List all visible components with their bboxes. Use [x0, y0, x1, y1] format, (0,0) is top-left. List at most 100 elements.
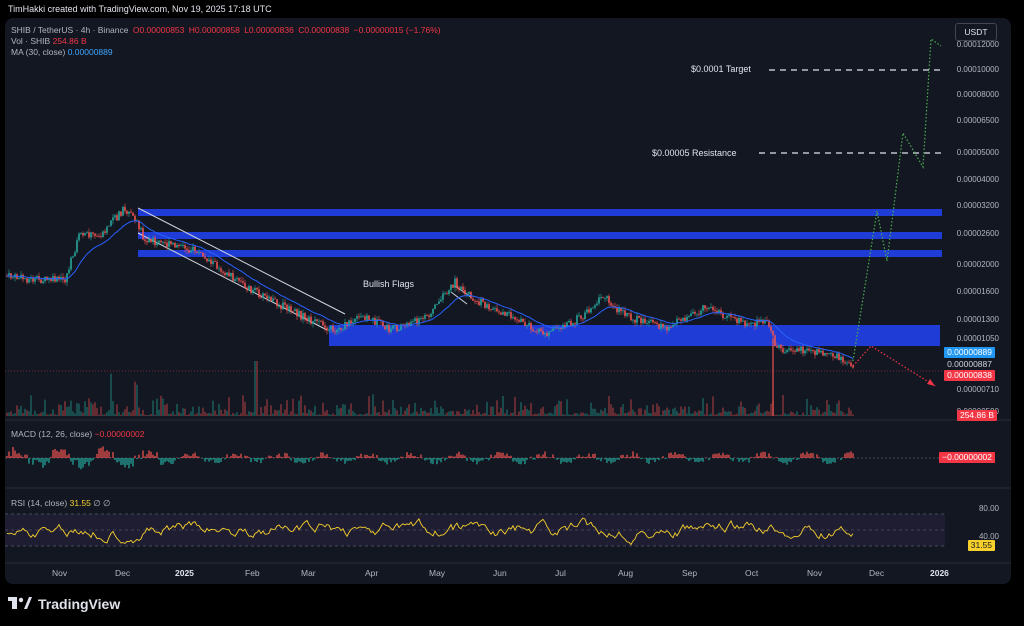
candle-body	[630, 313, 632, 321]
macd-bar	[388, 458, 390, 460]
candle-body	[502, 312, 504, 315]
candle-body	[782, 348, 784, 353]
macd-bar	[298, 458, 300, 462]
candle-body	[278, 305, 280, 307]
volume-bar	[486, 401, 488, 416]
volume-bar	[628, 411, 630, 416]
candle-body	[302, 313, 304, 320]
macd-bar	[398, 458, 400, 459]
candle-body	[734, 317, 736, 319]
candle-body	[812, 350, 814, 351]
macd-bar	[490, 454, 492, 458]
tradingview-footer[interactable]: TradingView	[8, 596, 120, 612]
volume-bar	[590, 402, 592, 416]
macd-bar	[628, 457, 630, 458]
volume-bar	[750, 412, 752, 416]
volume-bar	[654, 412, 656, 416]
volume-bar	[828, 404, 830, 416]
macd-bar	[646, 458, 648, 463]
volume-bar	[826, 399, 828, 416]
volume-label: Vol · SHIB	[11, 36, 51, 46]
volume-bar	[562, 413, 564, 416]
candle-body	[466, 294, 468, 295]
macd-bar	[514, 458, 516, 461]
rsi-value: 31.55	[69, 498, 91, 508]
volume-bar	[130, 412, 132, 416]
price-axis-label: 0.00001600	[956, 287, 999, 296]
candle-body	[640, 317, 642, 324]
volume-bar	[534, 413, 536, 416]
volume-bar	[728, 411, 730, 416]
candle-body	[720, 310, 722, 314]
candle-body	[276, 299, 278, 307]
volume-bar	[378, 412, 380, 416]
candle-body	[354, 318, 356, 323]
macd-bar	[584, 457, 586, 458]
macd-bar	[594, 453, 596, 458]
price-plot[interactable]	[5, 18, 1011, 584]
volume-bar	[444, 414, 446, 416]
ma-value: 0.00000889	[67, 47, 113, 57]
price-axis-label: 0.00010000	[956, 65, 999, 74]
macd-bar	[812, 453, 814, 458]
macd-bar	[118, 458, 120, 462]
rsi-legend[interactable]: RSI (14, close) 31.55 ∅ ∅	[11, 498, 110, 509]
candle-body	[592, 307, 594, 309]
volume-bar	[248, 411, 250, 416]
volume-bar	[636, 414, 638, 416]
volume-bar	[112, 400, 114, 416]
volume-bar	[504, 413, 506, 416]
candle-body	[258, 289, 260, 298]
macd-bar	[788, 458, 790, 462]
macd-bar	[414, 456, 416, 458]
macd-bar	[420, 454, 422, 458]
macd-legend[interactable]: MACD (12, 26, close) −0.00000002	[11, 429, 145, 439]
macd-bar	[742, 458, 744, 462]
candle-body	[542, 330, 544, 335]
macd-bar	[688, 458, 690, 461]
volume-bar	[52, 409, 54, 416]
volume-bar	[262, 413, 264, 416]
volume-bar	[368, 396, 370, 416]
chart-panel[interactable]: SHIB / TetherUS · 4h · Binance O0.000008…	[5, 18, 1011, 584]
candle-body	[776, 346, 778, 348]
macd-bar	[840, 458, 842, 461]
macd-bar	[318, 456, 320, 458]
volume-bar	[256, 361, 258, 416]
volume-bar	[144, 414, 146, 416]
volume-bar	[84, 401, 86, 416]
currency-button[interactable]: USDT	[955, 23, 997, 41]
volume-bar	[360, 414, 362, 416]
volume-bar	[60, 405, 62, 416]
volume-bar	[36, 414, 38, 416]
macd-bar	[558, 458, 560, 459]
macd-bar	[562, 458, 564, 462]
volume-bar	[778, 414, 780, 416]
ma-legend[interactable]: MA (30, close) 0.00000889	[11, 47, 113, 57]
macd-bar	[126, 458, 128, 465]
candle-body	[312, 321, 314, 324]
volume-bar	[804, 414, 806, 416]
macd-bar	[412, 455, 414, 458]
macd-bar	[522, 458, 524, 462]
macd-bar	[752, 457, 754, 458]
volume-bar	[746, 413, 748, 416]
macd-bar	[632, 451, 634, 458]
candle-body	[530, 322, 532, 330]
volume-bar	[174, 414, 176, 416]
macd-bar	[138, 454, 140, 458]
volume-bar	[220, 409, 222, 416]
macd-bar	[846, 452, 848, 458]
volume-bar	[666, 407, 668, 416]
candle-body	[472, 298, 474, 301]
volume-bar	[128, 411, 130, 416]
symbol-label[interactable]: SHIB / TetherUS · 4h · Binance	[11, 25, 129, 35]
volume-bar	[142, 409, 144, 416]
candle-body	[432, 308, 434, 314]
macd-bar	[392, 458, 394, 460]
volume-legend[interactable]: Vol · SHIB 254.86 B	[11, 36, 87, 46]
candle-body	[388, 324, 390, 333]
volume-bar	[270, 405, 272, 416]
candle-body	[670, 326, 672, 328]
volume-bar	[842, 411, 844, 416]
